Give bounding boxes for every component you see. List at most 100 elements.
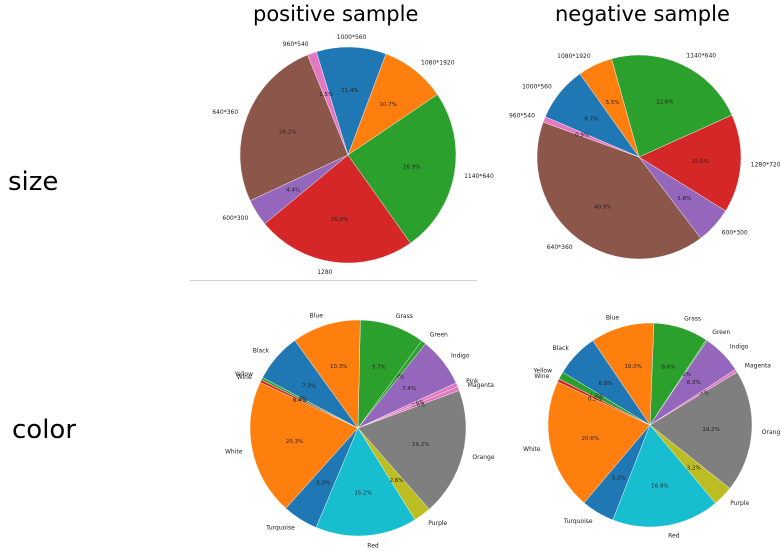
slice-category-label: Purple (730, 500, 749, 507)
slice-category-label: 960*540 (283, 41, 309, 48)
slice-percent-label: 0.9% (575, 133, 589, 139)
slice-category-label: Blue (606, 314, 620, 321)
slice-percent-label: 19.2% (412, 442, 429, 448)
slice-percent-label: 9.7% (372, 365, 386, 371)
slice-percent-label: 26.9% (403, 165, 420, 171)
slice-percent-label: 8.6% (662, 365, 676, 371)
slice-percent-label: 6.3% (687, 380, 701, 386)
slice-percent-label: 0.4% (293, 398, 307, 404)
slice-percent-label: 20.3% (286, 439, 303, 445)
pie-slice-white (547, 381, 651, 504)
slice-category-label: Wine (237, 374, 252, 381)
slice-category-label: Black (253, 348, 270, 355)
slice-percent-label: 5.3% (316, 481, 330, 487)
color-row-label: color (12, 415, 77, 445)
slice-category-label: 1000*560 (522, 84, 552, 91)
slice-category-label: 600*300 (222, 215, 248, 222)
slice-percent-label: 20.6% (581, 436, 598, 442)
slice-percent-label: 0.2% (677, 372, 691, 378)
slice-category-label: Indigo (451, 352, 470, 359)
slice-category-label: 1280 (317, 269, 332, 276)
slice-category-label: Orange (472, 454, 494, 461)
slice-percent-label: 15.6% (691, 159, 708, 165)
slice-percent-label: 10.7% (379, 102, 396, 108)
pie-slice-1000-560 (316, 46, 387, 156)
slice-percent-label: 2.6% (390, 478, 404, 484)
slice-percent-label: 4.4% (286, 188, 300, 194)
slice-percent-label: 16.9% (651, 483, 668, 489)
size-row-label: size (8, 167, 59, 197)
pie-slice-1280 (264, 154, 411, 264)
slice-category-label: 640*360 (547, 244, 573, 251)
slice-percent-label: 1.2% (590, 393, 604, 399)
slice-percent-label: 7.4% (402, 386, 416, 392)
pie-slice-red (612, 424, 716, 528)
slice-category-label: Blue (310, 312, 324, 319)
slice-percent-label: 22.6% (656, 100, 673, 106)
slice-category-label: Grass (396, 313, 413, 320)
slice-percent-label: 0.7% (390, 375, 404, 381)
slice-category-label: 1080*1920 (557, 53, 591, 60)
slice-category-label: Pink (466, 378, 479, 385)
slice-category-label: Magenta (745, 362, 772, 369)
slice-category-label: White (225, 449, 243, 456)
slice-percent-label: 5.8% (677, 196, 691, 202)
slice-category-label: Green (712, 329, 730, 336)
pie-slice-red (315, 427, 416, 537)
slice-percent-label: 40.9% (594, 204, 611, 210)
slice-category-label: Purple (428, 520, 447, 527)
slice-category-label: Yellow (533, 368, 553, 375)
pie-slice-640-360 (239, 54, 349, 201)
pie-slice-1140-640 (347, 94, 457, 244)
slice-category-label: 1280*720 (751, 161, 780, 168)
slice-percent-label: 1.5% (319, 92, 333, 98)
slice-percent-label: 10.0% (624, 364, 641, 370)
slice-percent-label: 3.2% (687, 466, 701, 472)
slice-category-label: 1140*640 (686, 53, 716, 60)
pie-chart-3: White 20.6% Turquoise 5.2% Red 16.9% Purple 3.2… (523, 314, 780, 539)
slice-percent-label: 11.4% (341, 88, 358, 94)
pie-slice-orange (357, 390, 467, 510)
pie-slice-1280-720 (638, 114, 742, 212)
pie-slice-orange (649, 371, 753, 489)
slice-category-label: Wine (534, 373, 549, 380)
pie-chart-2: White 20.3% Turquoise 5.3% Red 15.2% Purple 2.6… (225, 312, 495, 549)
slice-percent-label: 7.3% (302, 384, 316, 390)
slice-percent-label: 10.3% (330, 364, 347, 370)
pie-slice-640-360 (536, 121, 702, 260)
slice-category-label: 1000*560 (337, 34, 367, 41)
slice-percent-label: 8.7% (584, 117, 598, 123)
slice-percent-label: 26.0% (331, 217, 348, 223)
pie-slice-white (249, 382, 359, 509)
slice-category-label: Turquoise (563, 518, 593, 525)
pie-slice-wine (259, 379, 359, 429)
pie-slice-wine (557, 378, 651, 426)
slice-category-label: Yellow (234, 371, 254, 378)
slice-category-label: Magenta (468, 382, 495, 389)
slice-category-label: Red (367, 543, 379, 550)
slice-category-label: Indigo (730, 344, 749, 351)
slice-percent-label: 19.2% (702, 427, 719, 433)
pie-slice-1140-640 (611, 54, 733, 158)
slice-category-label: 640*360 (212, 109, 238, 116)
slice-category-label: 1080*1920 (421, 59, 455, 66)
slice-percent-label: 6.8% (599, 381, 613, 387)
slice-percent-label: 15.2% (354, 491, 371, 497)
pie-chart-1: 640*360 40.9% 600*300 5.8% 1280*720 15.6% 1140… (509, 53, 780, 260)
slice-percent-label: 5.2% (612, 476, 626, 482)
slice-percent-label: 28.2% (279, 129, 296, 135)
pie-slice-blue (294, 319, 361, 429)
slice-category-label: Orange (762, 429, 780, 436)
slice-category-label: Grass (684, 315, 701, 322)
slice-category-label: Red (668, 533, 680, 540)
slice-category-label: Black (553, 345, 570, 352)
pie-slice-960-540 (307, 51, 349, 156)
slice-category-label: 1140*640 (464, 173, 494, 180)
negative-sample-title: negative sample (555, 2, 730, 26)
slice-percent-label: 0.5% (695, 390, 709, 396)
slice-percent-label: 0.6% (411, 402, 425, 408)
row-divider (190, 280, 477, 281)
slice-category-label: White (523, 446, 541, 453)
slice-percent-label: 5.5% (606, 100, 620, 106)
